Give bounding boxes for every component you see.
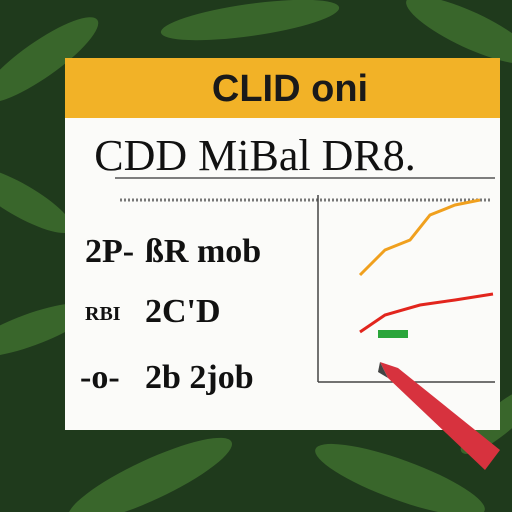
pen: [378, 362, 500, 470]
row-left: 2P-: [85, 233, 134, 270]
row-left: -o-: [80, 359, 120, 396]
header-title: CLID oni: [212, 68, 368, 110]
row-right: 2b 2job: [145, 359, 254, 396]
card-title: CDD MiBal DR8.: [94, 131, 415, 180]
row-right: ßR mob: [145, 233, 261, 270]
header-band: [65, 58, 500, 118]
card: [65, 58, 500, 430]
row-right: 2C'D: [145, 293, 221, 330]
row-left: RBI: [85, 303, 121, 325]
